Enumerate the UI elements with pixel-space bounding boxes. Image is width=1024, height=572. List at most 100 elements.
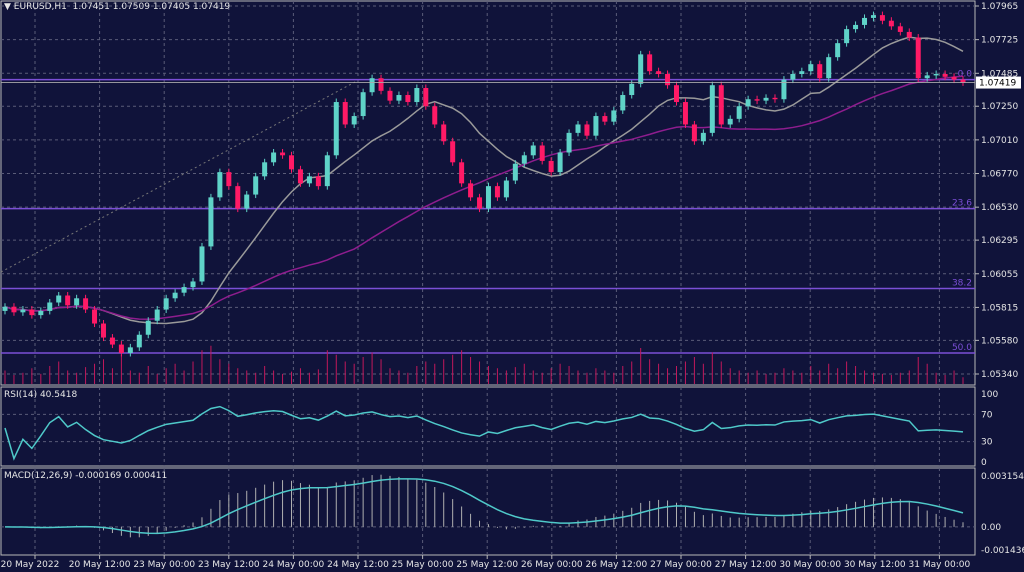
candle-bullish — [163, 298, 169, 310]
fibonacci-level-label: 50.0 — [952, 343, 972, 353]
open-value: 1.07451 — [72, 2, 110, 12]
candle-bearish — [118, 344, 124, 353]
candle-bearish — [817, 64, 823, 79]
candle-bearish — [432, 106, 438, 125]
symbol-label: EURUSD,H1 — [13, 2, 67, 12]
candle-bearish — [378, 78, 384, 91]
candle-bearish — [315, 176, 321, 187]
candle-bearish — [405, 95, 411, 103]
time-axis-label: 20 May 12:00 — [69, 560, 131, 570]
fibonacci-level-label: 23.6 — [952, 199, 972, 209]
candle-bearish — [342, 102, 348, 125]
candle-bearish — [289, 155, 295, 170]
price-axis-label: 1.05340 — [981, 370, 1018, 380]
candle-bullish — [736, 106, 742, 119]
candle-bearish — [468, 183, 474, 198]
time-axis-label: 25 May 12:00 — [456, 560, 518, 570]
current-price-label: 1.07419 — [979, 79, 1016, 89]
candle-bearish — [109, 337, 115, 345]
candle-bullish — [20, 309, 26, 313]
candle-bullish — [512, 163, 518, 181]
price-axis-label: 1.06295 — [981, 236, 1018, 246]
candle-bullish — [835, 43, 841, 58]
candle-bearish — [280, 152, 286, 156]
price-axis-label: 1.07725 — [981, 36, 1018, 46]
price-axis-label: 1.05580 — [981, 336, 1018, 346]
candle-bullish — [369, 78, 375, 93]
candle-bullish — [190, 281, 196, 288]
candle-bearish — [450, 141, 456, 163]
candle-bullish — [181, 287, 187, 293]
macd-axis-label: 0.003154 — [981, 472, 1024, 482]
candle-bearish — [441, 124, 447, 142]
candle-bullish — [172, 292, 178, 299]
rsi-axis-label: 70 — [981, 410, 993, 420]
candle-bullish — [844, 29, 850, 44]
candle-bullish — [306, 176, 312, 184]
candle-bearish — [584, 124, 590, 136]
price-axis-label: 1.07250 — [981, 102, 1018, 112]
candle-bearish — [665, 73, 671, 86]
candle-bullish — [396, 95, 402, 101]
candle-bullish — [557, 152, 563, 173]
time-axis-label: 26 May 12:00 — [586, 560, 648, 570]
candle-bullish — [620, 95, 626, 111]
time-axis-label: 26 May 00:00 — [521, 560, 583, 570]
price-axis-label: 1.07010 — [981, 136, 1018, 146]
candle-bearish — [915, 37, 921, 79]
candle-bullish — [530, 145, 536, 156]
panel-border — [0, 386, 976, 467]
high-value: 1.07509 — [112, 2, 150, 12]
candle-bearish — [548, 160, 554, 173]
trend-line — [0, 81, 356, 273]
candle-bullish — [360, 92, 366, 117]
candle-bearish — [772, 97, 778, 100]
candle-bearish — [673, 85, 679, 103]
candle-bearish — [906, 31, 912, 38]
chart-header: ▼ EURUSD,H1 1.07451 1.07509 1.07405 1.07… — [4, 2, 230, 12]
time-axis-label: 30 May 12:00 — [844, 560, 906, 570]
candle-bearish — [754, 99, 760, 101]
candle-bullish — [333, 102, 339, 156]
candle-bullish — [244, 194, 250, 209]
rsi-axis-label: 0 — [981, 458, 987, 468]
time-axis-label: 24 May 12:00 — [327, 560, 389, 570]
candle-bearish — [235, 186, 241, 209]
candle-bullish — [217, 172, 223, 198]
time-axis-label: 23 May 00:00 — [133, 560, 195, 570]
candle-bullish — [727, 118, 733, 125]
candle-bullish — [933, 73, 939, 76]
price-axis-label: 1.06530 — [981, 203, 1018, 213]
candle-bullish — [145, 320, 151, 335]
macd-signal-line — [4, 478, 964, 535]
price-axis-label: 1.07485 — [981, 69, 1018, 79]
candle-bullish — [74, 298, 80, 306]
triangle-down-icon[interactable]: ▼ — [4, 2, 14, 12]
rsi-axis-label: 30 — [981, 438, 993, 448]
candle-bullish — [808, 64, 814, 72]
candle-bearish — [888, 20, 894, 27]
candle-bullish — [853, 24, 859, 30]
time-axis-label: 31 May 00:00 — [909, 560, 971, 570]
fibonacci-level-label: 0.0 — [958, 70, 973, 80]
moving-average-fast — [4, 36, 964, 325]
candle-bearish — [83, 298, 89, 310]
candle-bullish — [826, 57, 832, 79]
candle-bullish — [136, 334, 142, 348]
time-axis-label: 23 May 12:00 — [198, 560, 260, 570]
candle-bullish — [414, 88, 420, 103]
candle-bearish — [960, 79, 966, 83]
low-value: 1.07405 — [152, 2, 191, 12]
candle-bearish — [100, 323, 106, 338]
candle-bullish — [324, 155, 330, 187]
time-axis-label: 30 May 00:00 — [779, 560, 841, 570]
candle-bullish — [351, 116, 357, 125]
price-axis-label: 1.07965 — [981, 2, 1018, 12]
time-axis-label: 24 May 00:00 — [263, 560, 325, 570]
candle-bullish — [924, 75, 930, 79]
candle-bullish — [485, 186, 491, 209]
candle-bearish — [29, 309, 35, 316]
candle-bullish — [503, 180, 509, 198]
time-axis-label: 27 May 00:00 — [650, 560, 712, 570]
